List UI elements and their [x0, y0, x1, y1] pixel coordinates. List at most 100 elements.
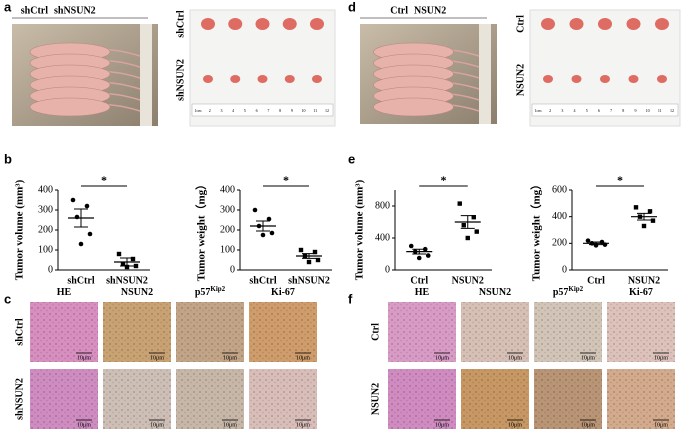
scale-label: 10μm [581, 422, 595, 428]
group-label: Ctrl [390, 5, 408, 16]
stain-header: p57Kip2 [553, 285, 584, 299]
data-point [298, 247, 304, 253]
mouse [29, 97, 111, 117]
significance-mark: * [617, 173, 623, 187]
error-bar [302, 253, 316, 259]
tumor [310, 18, 324, 30]
scale-label: 10μm [435, 355, 449, 361]
x-tick-label: shNSUN2 [106, 275, 148, 286]
y-tick-label: 200 [38, 224, 53, 235]
scale-label: 10μm [77, 355, 91, 361]
data-point [647, 209, 653, 214]
tumor [228, 18, 243, 30]
y-tick-label: 800 [375, 200, 390, 211]
y-tick-label: 400 [375, 232, 390, 243]
row-label: shNSUN2 [175, 59, 186, 101]
data-point [457, 201, 462, 206]
y-tick-label: 100 [38, 244, 53, 255]
ruler-label: 2 [209, 108, 211, 113]
scale-label: 10μm [508, 422, 522, 428]
ruler-label: 6 [598, 108, 600, 113]
ruler-label: 5 [244, 108, 246, 113]
stain-header: HE [57, 287, 72, 298]
row-label: NSUN2 [515, 64, 526, 96]
panel-label: c [4, 291, 11, 306]
stain-header: Ki-67 [271, 287, 295, 298]
x-tick-label: shCtrl [249, 275, 276, 286]
error-bar [120, 257, 134, 267]
ruler-label: 3 [561, 108, 563, 113]
significance-mark: * [441, 173, 447, 187]
y-tick-label: 0 [562, 264, 567, 275]
scale-label: 10μm [654, 422, 668, 428]
histology-texture [249, 302, 317, 362]
y-tick-label: 200 [552, 238, 567, 249]
ruler-label: 7 [267, 108, 269, 113]
y-tick-label: 400 [220, 184, 235, 195]
data-point [120, 261, 126, 267]
group-label: shNSUN2 [54, 5, 96, 16]
tumor [282, 18, 297, 30]
tumor [543, 75, 553, 83]
tumor [284, 75, 295, 83]
ruler-label: 4 [574, 108, 576, 113]
mouse [373, 97, 454, 117]
data-point [252, 207, 258, 213]
scale-label: 10μm [150, 355, 164, 361]
stain-header: NSUN2 [479, 287, 511, 298]
ruler-label: 5 [586, 108, 588, 113]
x-tick-label: NSUN2 [628, 275, 660, 286]
tumor [598, 18, 612, 30]
stain-name: HE [57, 287, 72, 298]
x-tick-label: shCtrl [67, 275, 94, 286]
panel-label: b [4, 151, 12, 166]
data-point [408, 243, 414, 249]
tumor [257, 75, 268, 83]
scale-label: 10μm [654, 355, 668, 361]
tumor [628, 75, 639, 83]
ruler-label: 2 [549, 108, 551, 113]
ruler-label: 8 [622, 108, 624, 113]
tumor [312, 75, 322, 83]
y-tick-label: 0 [48, 264, 53, 275]
ruler-label: 12 [325, 108, 329, 113]
tumor [626, 18, 641, 30]
data-point [87, 231, 93, 237]
y-axis-label: Tumor volume (mm³) [354, 179, 366, 280]
data-point [461, 223, 466, 228]
histology-texture [103, 302, 171, 362]
stain-superscript: Kip2 [568, 285, 583, 293]
tumor [657, 75, 667, 83]
histology-texture [176, 302, 244, 362]
stain-name: p57 [195, 287, 211, 298]
ruler-label: 6 [256, 108, 258, 113]
y-tick-label: 300 [38, 204, 53, 215]
error-bar [637, 212, 651, 221]
histology-texture [103, 369, 171, 429]
scale-label: 10μm [77, 422, 91, 428]
stain-name: NSUN2 [121, 287, 153, 298]
data-point [641, 223, 647, 229]
data-point [633, 205, 639, 210]
y-axis-label: Tumor weight（mg） [530, 179, 543, 281]
histology-texture [176, 369, 244, 429]
y-tick-label: 300 [220, 204, 235, 215]
ruler-label: 3 [220, 108, 222, 113]
tumor [655, 18, 669, 30]
data-point [465, 235, 470, 241]
histology-texture [249, 369, 317, 429]
scale-label: 10μm [508, 355, 522, 361]
ruler-label: 11 [313, 108, 317, 113]
tumor [203, 75, 213, 83]
data-point [306, 259, 312, 265]
scale-label: 10μm [296, 422, 310, 428]
panel-label: a [4, 0, 12, 14]
data-point [266, 216, 272, 222]
stain-name: NSUN2 [479, 287, 511, 298]
panel-label: e [348, 151, 355, 166]
histology-texture [388, 369, 456, 429]
panel-label: f [348, 291, 353, 306]
histology-texture [461, 302, 529, 362]
data-point [312, 249, 318, 255]
data-point [425, 253, 431, 258]
